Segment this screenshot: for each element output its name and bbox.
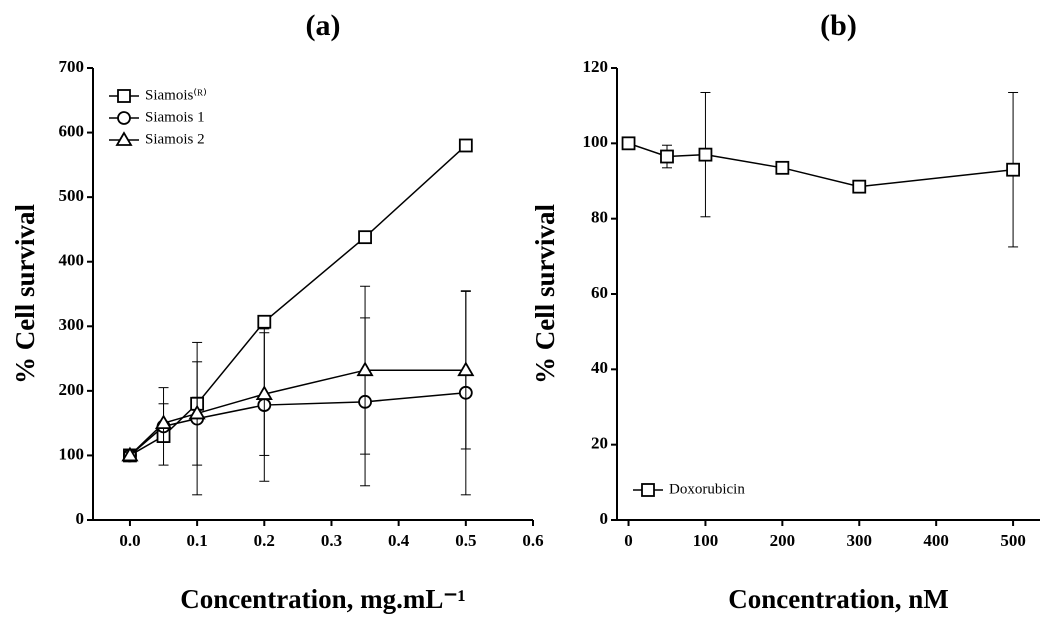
x-tick-label: 0.2	[254, 531, 275, 550]
y-tick-label: 400	[59, 251, 85, 270]
y-axis-label: % Cell survival	[530, 204, 560, 384]
marker	[117, 89, 131, 103]
y-tick-label: 80	[591, 208, 608, 227]
marker	[154, 414, 173, 430]
series-line	[129, 369, 466, 456]
x-tick-label: 0.5	[455, 531, 476, 550]
marker	[1006, 162, 1020, 177]
series-line	[129, 144, 467, 457]
y-tick-label: 300	[59, 315, 85, 334]
marker	[621, 136, 636, 151]
marker	[698, 147, 713, 162]
y-tick-label: 20	[591, 434, 608, 453]
x-tick-label: 500	[1000, 531, 1026, 550]
x-tick-label: 200	[770, 531, 796, 550]
marker	[457, 361, 475, 377]
chart-title: (a)	[306, 9, 341, 42]
y-axis-label: % Cell survival	[10, 204, 40, 384]
legend-label: Siamois 1	[145, 109, 205, 125]
marker	[115, 131, 133, 146]
y-tick-label: 120	[583, 57, 609, 76]
y-tick-label: 0	[600, 509, 609, 528]
y-tick-label: 200	[59, 380, 85, 399]
series-line	[628, 142, 1014, 188]
y-tick-label: 0	[76, 509, 85, 528]
chart-title: (b)	[820, 9, 857, 42]
legend-label: Doxorubicin	[669, 481, 745, 497]
marker	[852, 179, 867, 194]
marker	[257, 314, 272, 329]
x-tick-label: 0.0	[119, 531, 140, 550]
marker	[117, 111, 131, 125]
x-tick-label: 0.1	[186, 531, 207, 550]
x-tick-label: 0.4	[388, 531, 410, 550]
y-tick-label: 500	[59, 186, 85, 205]
marker	[358, 230, 372, 245]
x-tick-label: 300	[847, 531, 873, 550]
marker	[188, 404, 206, 420]
y-tick-label: 100	[583, 132, 609, 151]
series-line	[129, 392, 466, 456]
marker	[775, 160, 790, 175]
marker	[356, 361, 374, 377]
marker	[458, 138, 473, 153]
x-tick-label: 400	[923, 531, 949, 550]
x-tick-label: 0	[624, 531, 633, 550]
legend-label: Siamois⁽ᴿ⁾	[145, 87, 207, 103]
marker	[660, 149, 674, 164]
y-tick-label: 600	[59, 121, 85, 140]
x-axis-label: Concentration, mg.mL⁻¹	[180, 584, 466, 614]
y-tick-label: 60	[591, 283, 608, 302]
y-tick-label: 700	[59, 57, 85, 76]
y-tick-label: 40	[591, 358, 608, 377]
x-tick-label: 0.3	[321, 531, 342, 550]
x-tick-label: 0.6	[522, 531, 543, 550]
marker	[641, 483, 655, 497]
marker	[121, 446, 139, 462]
legend-label: Siamois 2	[145, 131, 205, 147]
x-tick-label: 100	[693, 531, 719, 550]
x-axis-label: Concentration, nM	[728, 584, 948, 614]
marker	[255, 385, 273, 400]
y-tick-label: 100	[59, 444, 85, 463]
